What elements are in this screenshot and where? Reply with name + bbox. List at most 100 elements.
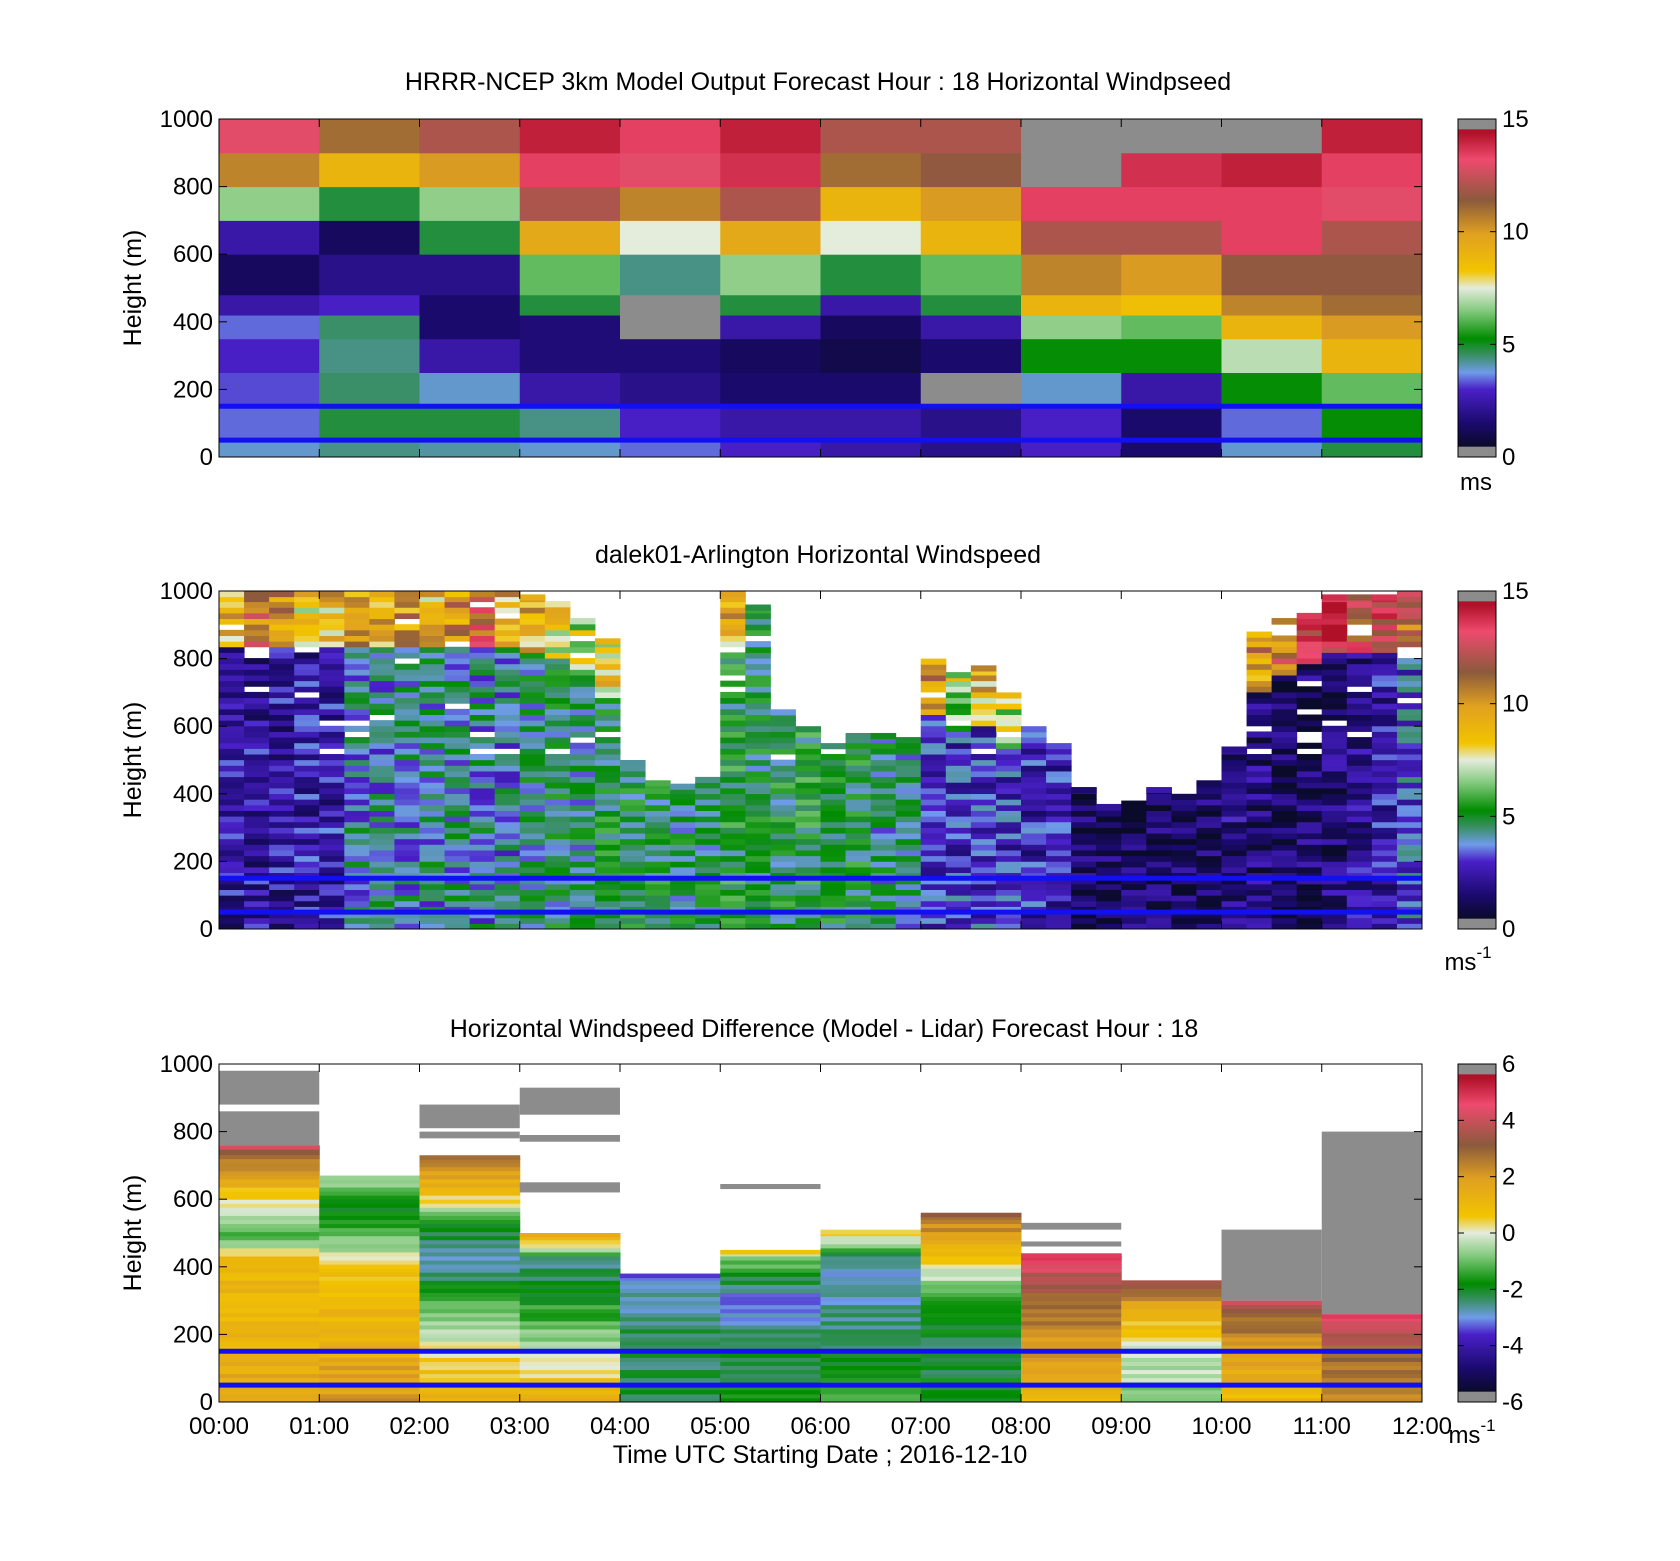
heatmap-cell <box>219 1195 320 1200</box>
heatmap-cell <box>1121 152 1222 188</box>
heatmap-cell <box>795 923 821 930</box>
heatmap-cell <box>319 725 345 732</box>
heatmap-cell <box>1246 900 1273 907</box>
heatmap-cell <box>720 440 821 458</box>
heatmap-cell <box>620 1345 721 1350</box>
heatmap-cell <box>1371 754 1398 761</box>
heatmap-cell <box>1396 889 1423 896</box>
heatmap-cell <box>419 866 446 874</box>
heatmap-cell <box>820 1353 922 1358</box>
heatmap-cell <box>444 607 471 614</box>
heatmap-cell <box>344 759 370 766</box>
heatmap-cell <box>1321 889 1348 896</box>
heatmap-cell <box>244 731 270 738</box>
heatmap-cell <box>1121 1345 1222 1350</box>
heatmap-cell <box>369 703 395 710</box>
heatmap-cell <box>594 833 621 840</box>
y-tick-label: 400 <box>173 1254 213 1281</box>
heatmap-cell <box>1246 631 1273 638</box>
heatmap-cell <box>670 883 696 890</box>
heatmap-cell <box>444 821 471 828</box>
heatmap-cell <box>1121 254 1222 296</box>
heatmap-cell <box>1071 900 1097 907</box>
heatmap-cell <box>1246 686 1273 693</box>
heatmap-cell <box>544 855 571 862</box>
heatmap-cell <box>1271 680 1298 687</box>
heatmap-cell <box>945 708 972 716</box>
heatmap-cell <box>219 1393 320 1399</box>
heatmap-cell <box>1396 680 1423 687</box>
heatmap-cell <box>544 720 571 727</box>
heatmap-cell <box>494 782 521 789</box>
heatmap-cell <box>469 691 496 699</box>
heatmap-cell <box>419 912 446 919</box>
heatmap-cell <box>845 787 872 795</box>
heatmap-cell <box>1021 866 1047 874</box>
heatmap-cell <box>219 1337 320 1342</box>
heatmap-cell <box>1321 674 1348 682</box>
heatmap-cell <box>369 607 395 614</box>
heatmap-cell <box>1296 810 1323 817</box>
heatmap-cell <box>294 782 320 789</box>
heatmap-cell <box>519 1235 621 1241</box>
heatmap-cell <box>544 782 571 789</box>
heatmap-cell <box>720 765 746 772</box>
heatmap-cell <box>820 1292 922 1298</box>
heatmap-cell <box>1046 906 1072 913</box>
heatmap-cell <box>670 917 696 924</box>
heatmap-cell <box>995 725 1022 732</box>
heatmap-cell <box>845 861 872 868</box>
heatmap-cell <box>544 737 571 744</box>
heatmap-cell <box>645 889 671 896</box>
heatmap-cell <box>920 759 947 766</box>
heatmap-cell <box>720 658 746 665</box>
heatmap-cell <box>695 799 721 806</box>
heatmap-cell <box>269 838 295 845</box>
heatmap-cell <box>544 658 571 665</box>
heatmap-cell <box>745 674 771 682</box>
heatmap-cell <box>294 810 320 817</box>
heatmap-cell <box>294 866 320 874</box>
heatmap-cell <box>970 838 997 845</box>
heatmap-cell <box>695 816 721 823</box>
heatmap-cell <box>544 663 571 670</box>
heatmap-cell <box>1121 1304 1222 1310</box>
heatmap-cell <box>670 889 696 896</box>
heatmap-cell <box>569 624 596 631</box>
heatmap-cell <box>1071 816 1097 823</box>
reference-lines <box>219 1348 1422 1388</box>
heatmap-cell <box>1371 658 1398 665</box>
heatmap-cell <box>344 878 370 885</box>
heatmap-cell <box>594 720 621 727</box>
heatmap-cell <box>519 1389 621 1395</box>
heatmap-cell <box>770 833 796 840</box>
heatmap-cell <box>494 878 521 885</box>
heatmap-cell <box>1346 635 1373 642</box>
heatmap-cell <box>1396 878 1423 885</box>
heatmap-cell <box>920 1328 1022 1334</box>
heatmap-cell <box>344 754 370 761</box>
heatmap-cell <box>820 119 922 154</box>
heatmap-cell <box>1221 776 1248 783</box>
heatmap-cell <box>1221 923 1248 930</box>
heatmap-cell <box>269 906 295 913</box>
heatmap-cell <box>920 827 947 834</box>
heatmap-cell <box>219 1174 320 1180</box>
heatmap-cell <box>244 827 270 834</box>
heatmap-cell <box>820 440 922 458</box>
missing-data-block <box>1321 1131 1422 1315</box>
heatmap-cell <box>344 821 370 828</box>
heatmap-cell <box>269 844 295 851</box>
heatmap-cell <box>1171 849 1197 857</box>
heatmap-cell <box>720 1284 821 1289</box>
heatmap-cell <box>1071 883 1097 890</box>
heatmap-cell <box>469 742 496 749</box>
heatmap-cell <box>1021 838 1047 845</box>
heatmap-cell <box>1296 861 1323 868</box>
heatmap-cell <box>519 601 546 608</box>
heatmap-cell <box>1171 895 1197 902</box>
y-tick-label: 1000 <box>160 578 213 605</box>
heatmap-cell <box>620 1308 721 1314</box>
heatmap-cell <box>219 923 245 930</box>
heatmap-cell <box>519 1333 621 1338</box>
